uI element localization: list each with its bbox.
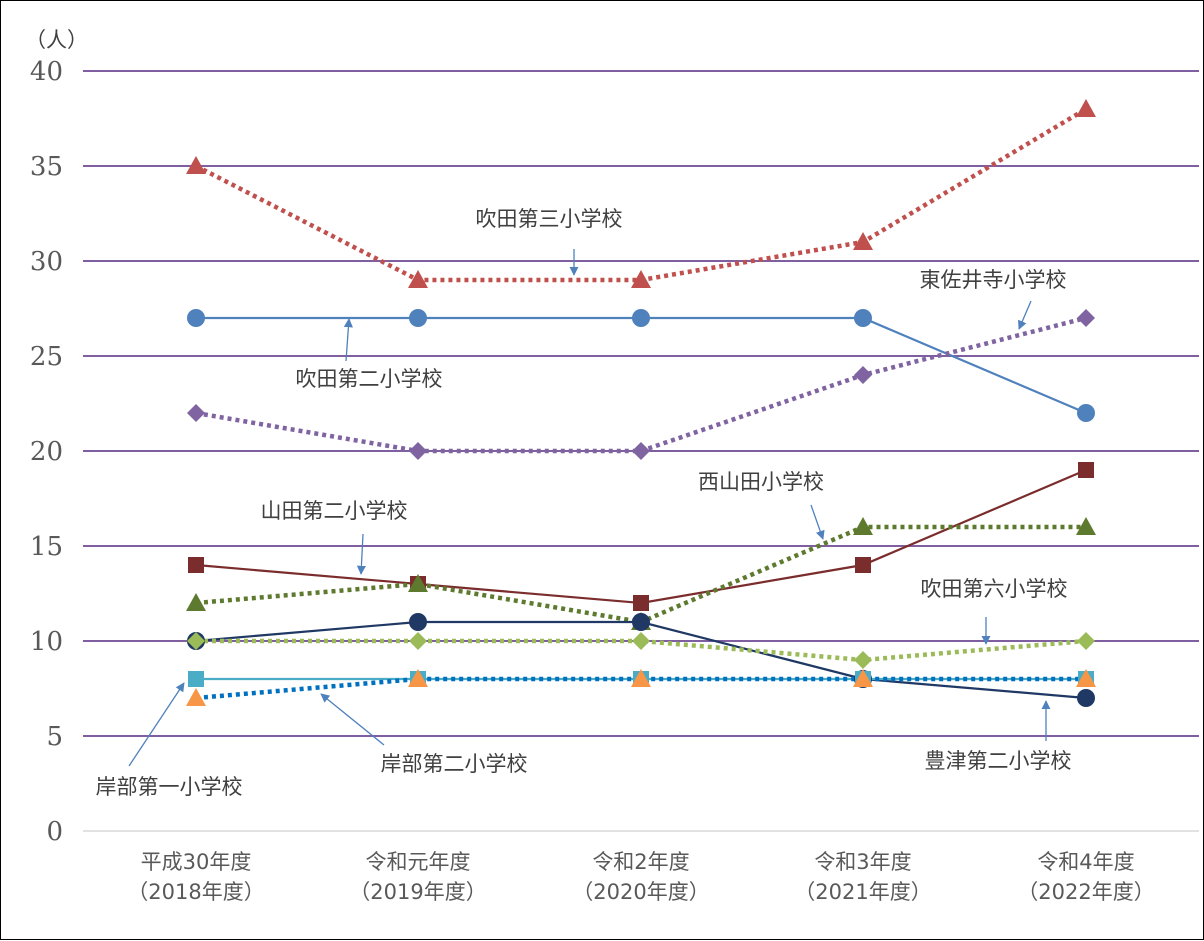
data-point xyxy=(1076,517,1096,535)
label-arrow xyxy=(343,318,353,362)
data-point xyxy=(1076,669,1096,687)
data-point xyxy=(853,669,873,687)
data-point xyxy=(408,574,428,592)
data-point xyxy=(409,613,427,631)
data-point xyxy=(632,309,650,327)
data-point xyxy=(409,442,427,460)
data-point xyxy=(854,366,872,384)
data-point xyxy=(409,309,427,327)
y-tick-label: 25 xyxy=(30,342,63,372)
y-tick-label: 20 xyxy=(30,437,63,467)
data-point xyxy=(1078,462,1094,478)
data-point xyxy=(632,613,650,631)
data-point xyxy=(854,309,872,327)
y-axis-unit-label: （人） xyxy=(25,28,88,52)
y-tick-label: 40 xyxy=(30,57,63,87)
x-tick-label: 令和2年度（2020年度） xyxy=(572,850,709,904)
y-tick-label: 30 xyxy=(30,247,63,277)
series-label: 吹田第六小学校 xyxy=(921,577,1068,601)
data-point xyxy=(853,232,873,250)
data-point xyxy=(1077,404,1095,422)
data-point xyxy=(187,632,205,650)
data-point xyxy=(855,557,871,573)
data-point xyxy=(632,442,650,460)
series-label: 山田第二小学校 xyxy=(261,499,408,523)
series-label: 吹田第二小学校 xyxy=(296,367,443,391)
x-tick-label: 令和元年度（2019年度） xyxy=(349,850,486,904)
data-point xyxy=(188,557,204,573)
y-tick-label: 35 xyxy=(30,152,63,182)
series-label: 東佐井寺小学校 xyxy=(920,268,1067,292)
series-label: 西山田小学校 xyxy=(698,470,824,494)
y-tick-label: 10 xyxy=(30,627,63,657)
y-tick-label: 15 xyxy=(30,532,63,562)
data-point xyxy=(187,309,205,327)
data-point xyxy=(631,669,651,687)
label-arrow xyxy=(810,504,825,540)
label-arrow xyxy=(1018,300,1032,330)
data-point xyxy=(853,517,873,535)
data-point xyxy=(1076,99,1096,117)
series-label: 岸部第二小学校 xyxy=(381,752,528,776)
y-tick-label: 5 xyxy=(46,722,63,752)
series-label: 岸部第一小学校 xyxy=(96,775,243,799)
data-point xyxy=(186,156,206,174)
x-tick-label: 平成30年度（2018年度） xyxy=(127,850,264,904)
data-point xyxy=(188,671,204,687)
data-point xyxy=(1077,309,1095,327)
y-tick-label: 0 xyxy=(46,817,63,847)
data-point xyxy=(1077,689,1095,707)
series-line xyxy=(194,107,1088,283)
series-line xyxy=(196,638,1087,663)
data-point xyxy=(1077,632,1095,650)
data-point xyxy=(187,404,205,422)
data-point xyxy=(854,651,872,669)
x-tick-label: 令和4年度（2022年度） xyxy=(1017,850,1154,904)
x-tick-label: 令和3年度（2021年度） xyxy=(794,850,931,904)
series-label: 吹田第三小学校 xyxy=(476,207,623,231)
label-arrow xyxy=(128,682,185,767)
data-point xyxy=(409,632,427,650)
data-point xyxy=(632,632,650,650)
data-point xyxy=(631,270,651,288)
data-point xyxy=(186,688,206,706)
data-point xyxy=(408,270,428,288)
series-line xyxy=(196,316,1087,415)
data-point xyxy=(633,595,649,611)
data-point xyxy=(186,593,206,611)
label-arrow xyxy=(356,533,366,575)
data-point xyxy=(408,669,428,687)
label-arrow xyxy=(320,693,385,746)
series-label: 豊津第二小学校 xyxy=(925,749,1072,773)
